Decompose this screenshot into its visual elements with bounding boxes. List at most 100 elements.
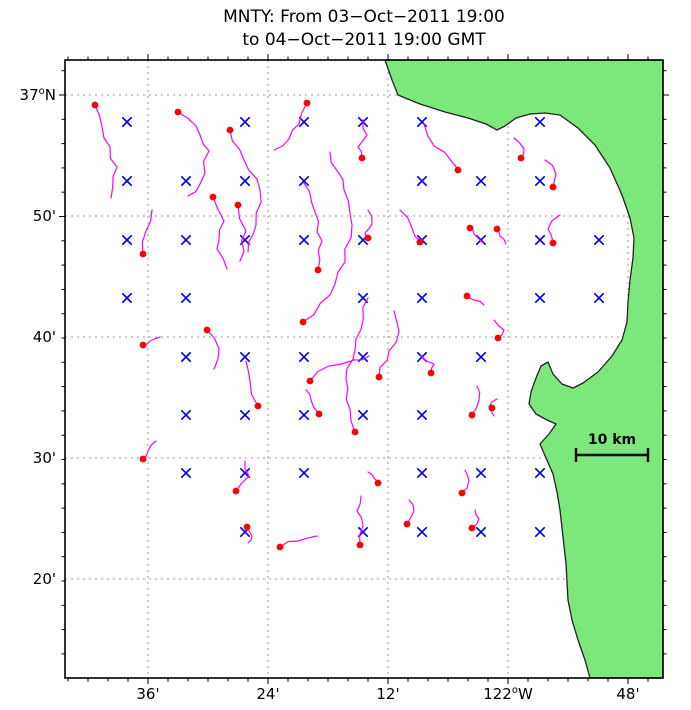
x-axis-label: 48' <box>616 685 639 703</box>
grid-cross-icon <box>534 526 546 538</box>
drifter-dot <box>517 154 525 162</box>
trajectory-path <box>177 111 210 197</box>
drifter-dot <box>468 524 476 532</box>
drifter-dot <box>374 479 382 487</box>
trajectories <box>94 102 561 548</box>
trajectory-path <box>235 460 250 492</box>
drifter-dot <box>306 377 314 385</box>
grid-cross-icon <box>416 467 428 479</box>
trajectory-path <box>303 182 323 271</box>
drifter-dot <box>314 266 322 274</box>
drifter-dot <box>454 166 462 174</box>
trajectory-path <box>493 319 505 339</box>
grid-cross-icon <box>180 292 192 304</box>
grid-cross-icon <box>180 467 192 479</box>
grid-cross-icon <box>121 234 133 246</box>
grid-cross-icon <box>357 409 369 421</box>
x-axis-label: 36' <box>136 685 159 703</box>
trajectory-path <box>356 495 364 546</box>
trajectory-path <box>547 214 561 244</box>
grid-cross-icon <box>534 292 546 304</box>
grid-cross-icon <box>416 292 428 304</box>
land-polygon <box>384 59 664 679</box>
x-axis-label: 24' <box>256 685 279 703</box>
y-axis-label: 37oN <box>20 86 56 104</box>
grid-cross-icon <box>239 409 251 421</box>
grid-cross-icon <box>593 292 605 304</box>
grid-cross-icon <box>534 234 546 246</box>
grid-cross-icon <box>416 526 428 538</box>
trajectory-path <box>378 310 400 378</box>
y-axis-label: 20' <box>33 570 56 588</box>
drifter-dot <box>299 318 307 326</box>
figure-title-line1: MNTY: From 03−Oct−2011 19:00 <box>223 7 505 27</box>
x-axis-label: 12' <box>376 685 399 703</box>
grid-cross-icon <box>298 351 310 363</box>
grid-cross-icon <box>534 467 546 479</box>
grid-cross-icon <box>298 467 310 479</box>
drifter-dot <box>375 373 383 381</box>
grid-cross-icon <box>534 175 546 187</box>
trajectory-path <box>302 151 353 323</box>
y-axis-label: 30' <box>33 449 56 467</box>
grid-cross-icon <box>180 351 192 363</box>
trajectory-path <box>245 360 259 407</box>
trajectory-path <box>357 119 368 159</box>
trajectory-path <box>471 385 481 416</box>
grid-cross-icon <box>298 175 310 187</box>
grid-cross-icon <box>416 116 428 128</box>
grid-cross-icon <box>180 175 192 187</box>
y-axis-label: 50' <box>33 207 56 225</box>
scale-bar-label: 10 km <box>588 432 636 448</box>
grid-cross-icon <box>416 409 428 421</box>
trajectory-path <box>273 102 308 151</box>
drifter-dot <box>203 326 211 334</box>
drifter-dot <box>139 455 147 463</box>
drifter-dot <box>549 239 557 247</box>
grid-cross-icon <box>298 116 310 128</box>
drifter-dot <box>243 523 251 531</box>
drifter-dot <box>226 126 234 134</box>
drifter-dot <box>493 225 501 233</box>
grid-cross-icon <box>121 292 133 304</box>
drifter-dot <box>416 238 424 246</box>
grid-cross-icon <box>180 234 192 246</box>
scale-bar: 10 km <box>574 432 650 462</box>
drifter-dot <box>356 541 364 549</box>
y-axis-label: 40' <box>33 328 56 346</box>
trajectory-path <box>471 509 480 529</box>
drifter-dot <box>209 193 217 201</box>
grid-cross-icon <box>416 175 428 187</box>
drifter-dot <box>315 410 323 418</box>
trajectory-path <box>212 196 228 270</box>
drifter-dot <box>403 520 411 528</box>
grid-cross-icon <box>239 467 251 479</box>
trajectory-path <box>305 389 320 415</box>
trajectory-path <box>309 355 370 382</box>
grid-cross-icon <box>475 526 487 538</box>
grid-cross-icon <box>475 467 487 479</box>
figure-title-line2: to 04−Oct−2011 19:00 GMT <box>242 30 486 50</box>
trajectory-path <box>364 209 373 239</box>
grid-cross-icon <box>475 351 487 363</box>
trajectory-path <box>246 526 253 544</box>
drifter-dot <box>276 543 284 551</box>
trajectory-path <box>229 129 262 253</box>
x-axis-label: 122oW <box>483 685 533 703</box>
drifter-dot <box>468 411 476 419</box>
grid-cross-icon <box>298 234 310 246</box>
drifter-dot <box>458 489 466 497</box>
grid-cross-icon <box>475 234 487 246</box>
grid-cross-icon <box>534 116 546 128</box>
grid-cross-icon <box>239 116 251 128</box>
grid-cross-icon <box>593 234 605 246</box>
figure-title: MNTY: From 03−Oct−2011 19:00 to 04−Oct−2… <box>65 6 663 52</box>
trajectory-path <box>399 209 421 243</box>
drifter-dot <box>139 250 147 258</box>
drifter-dots <box>91 99 557 551</box>
drifter-dot <box>488 404 496 412</box>
drifter-dot <box>351 428 359 436</box>
grid-cross-icon <box>180 409 192 421</box>
grid-cross-icon <box>121 116 133 128</box>
